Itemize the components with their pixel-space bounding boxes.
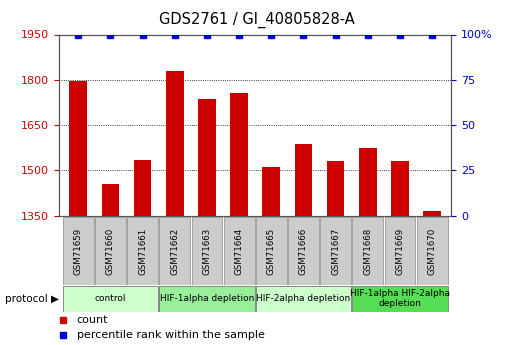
Text: GSM71669: GSM71669 <box>396 227 404 275</box>
FancyBboxPatch shape <box>63 217 94 285</box>
Bar <box>198 99 216 216</box>
Text: HIF-1alpha depletion: HIF-1alpha depletion <box>160 294 254 303</box>
Text: GSM71666: GSM71666 <box>299 227 308 275</box>
FancyBboxPatch shape <box>224 217 254 285</box>
Text: GSM71668: GSM71668 <box>363 227 372 275</box>
Text: GSM71660: GSM71660 <box>106 227 115 275</box>
FancyBboxPatch shape <box>352 217 383 285</box>
Bar <box>134 160 151 216</box>
Text: HIF-1alpha HIF-2alpha
depletion: HIF-1alpha HIF-2alpha depletion <box>350 289 450 308</box>
Text: GDS2761 / GI_40805828-A: GDS2761 / GI_40805828-A <box>159 12 354 28</box>
Bar <box>102 184 120 216</box>
Text: control: control <box>95 294 126 303</box>
FancyBboxPatch shape <box>417 217 447 285</box>
FancyBboxPatch shape <box>320 217 351 285</box>
FancyBboxPatch shape <box>256 286 351 312</box>
Text: GSM71661: GSM71661 <box>138 227 147 275</box>
Bar <box>263 167 280 216</box>
FancyBboxPatch shape <box>160 286 254 312</box>
FancyBboxPatch shape <box>385 217 416 285</box>
Bar <box>423 211 441 216</box>
Text: GSM71665: GSM71665 <box>267 227 276 275</box>
Bar <box>166 71 184 216</box>
Bar <box>69 81 87 216</box>
Text: GSM71662: GSM71662 <box>170 227 180 275</box>
FancyBboxPatch shape <box>352 286 447 312</box>
Bar <box>359 148 377 216</box>
FancyBboxPatch shape <box>288 217 319 285</box>
FancyBboxPatch shape <box>191 217 223 285</box>
Text: GSM71664: GSM71664 <box>234 227 244 275</box>
FancyBboxPatch shape <box>127 217 158 285</box>
Bar <box>327 161 345 216</box>
Bar <box>230 93 248 216</box>
Bar <box>294 144 312 216</box>
Text: GSM71663: GSM71663 <box>203 227 211 275</box>
FancyBboxPatch shape <box>160 217 190 285</box>
Text: GSM71667: GSM71667 <box>331 227 340 275</box>
Bar <box>391 161 409 216</box>
Text: GSM71670: GSM71670 <box>428 227 437 275</box>
Text: HIF-2alpha depletion: HIF-2alpha depletion <box>256 294 350 303</box>
Text: GSM71659: GSM71659 <box>74 227 83 275</box>
Text: percentile rank within the sample: percentile rank within the sample <box>76 330 265 340</box>
Text: count: count <box>76 315 108 325</box>
FancyBboxPatch shape <box>256 217 287 285</box>
FancyBboxPatch shape <box>63 286 158 312</box>
Text: protocol ▶: protocol ▶ <box>5 294 59 304</box>
FancyBboxPatch shape <box>95 217 126 285</box>
